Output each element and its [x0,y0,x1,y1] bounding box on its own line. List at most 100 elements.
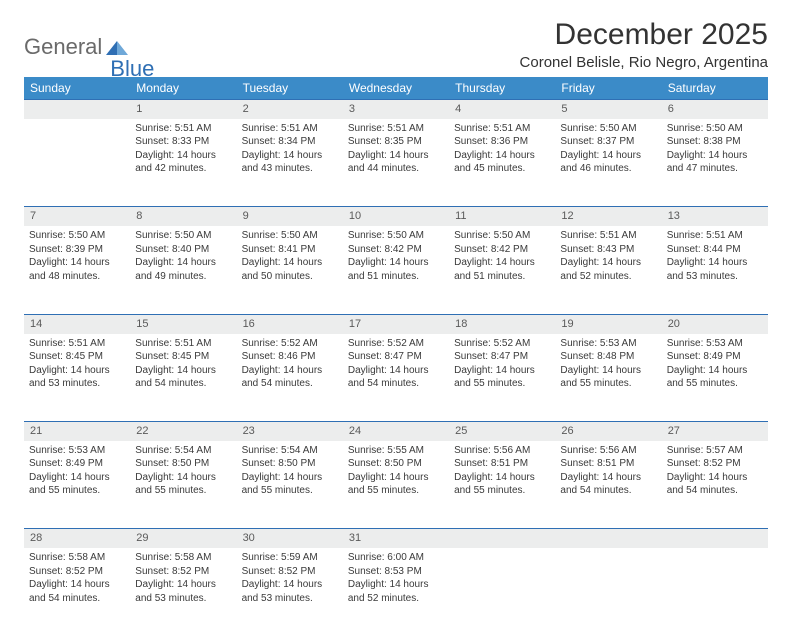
location-text: Coronel Belisle, Rio Negro, Argentina [520,54,768,71]
d2-text: and 55 minutes. [348,484,444,498]
sunset-text: Sunset: 8:49 PM [29,457,125,471]
day-cell: Sunrise: 5:53 AMSunset: 8:49 PMDaylight:… [662,334,768,422]
day-number: 12 [555,207,661,226]
weekday-header: Friday [555,77,661,100]
calendar-table: Sunday Monday Tuesday Wednesday Thursday… [24,77,768,636]
sunrise-text: Sunrise: 5:53 AM [560,337,656,351]
weekday-header: Thursday [449,77,555,100]
d2-text: and 44 minutes. [348,162,444,176]
d1-text: Daylight: 14 hours [135,578,231,592]
d1-text: Daylight: 14 hours [560,256,656,270]
sunrise-text: Sunrise: 6:00 AM [348,551,444,565]
sunset-text: Sunset: 8:47 PM [454,350,550,364]
sunset-text: Sunset: 8:40 PM [135,243,231,257]
day-cell: Sunrise: 5:50 AMSunset: 8:39 PMDaylight:… [24,226,130,314]
day-number: 2 [237,100,343,119]
d2-text: and 51 minutes. [454,270,550,284]
day-cell: Sunrise: 5:56 AMSunset: 8:51 PMDaylight:… [555,441,661,529]
day-number: 19 [555,314,661,333]
sunrise-text: Sunrise: 5:51 AM [560,229,656,243]
day-number: 25 [449,422,555,441]
day-number: 1 [130,100,236,119]
d1-text: Daylight: 14 hours [29,471,125,485]
day-cell: Sunrise: 5:50 AMSunset: 8:40 PMDaylight:… [130,226,236,314]
sunset-text: Sunset: 8:44 PM [667,243,763,257]
sunset-text: Sunset: 8:42 PM [348,243,444,257]
sunrise-text: Sunrise: 5:52 AM [242,337,338,351]
day-cell: Sunrise: 5:54 AMSunset: 8:50 PMDaylight:… [237,441,343,529]
d1-text: Daylight: 14 hours [29,364,125,378]
d1-text: Daylight: 14 hours [348,149,444,163]
day-cell [662,548,768,636]
day-number: 9 [237,207,343,226]
day-cell: Sunrise: 5:50 AMSunset: 8:37 PMDaylight:… [555,119,661,207]
d1-text: Daylight: 14 hours [560,364,656,378]
sunrise-text: Sunrise: 5:51 AM [135,122,231,136]
sunset-text: Sunset: 8:45 PM [135,350,231,364]
d2-text: and 45 minutes. [454,162,550,176]
day-number: 20 [662,314,768,333]
d2-text: and 50 minutes. [242,270,338,284]
sunset-text: Sunset: 8:51 PM [560,457,656,471]
day-cell: Sunrise: 5:51 AMSunset: 8:43 PMDaylight:… [555,226,661,314]
day-number: 3 [343,100,449,119]
day-number [449,529,555,548]
sunrise-text: Sunrise: 5:50 AM [454,229,550,243]
day-cell: Sunrise: 5:56 AMSunset: 8:51 PMDaylight:… [449,441,555,529]
d1-text: Daylight: 14 hours [454,364,550,378]
d2-text: and 53 minutes. [135,592,231,606]
d2-text: and 55 minutes. [242,484,338,498]
d2-text: and 55 minutes. [454,377,550,391]
logo-word2: Blue [110,56,154,82]
sunrise-text: Sunrise: 5:51 AM [242,122,338,136]
sunrise-text: Sunrise: 5:54 AM [242,444,338,458]
sunrise-text: Sunrise: 5:51 AM [667,229,763,243]
day-number: 14 [24,314,130,333]
d2-text: and 52 minutes. [560,270,656,284]
logo-word1: General [24,34,102,60]
day-cell: Sunrise: 5:51 AMSunset: 8:36 PMDaylight:… [449,119,555,207]
sunrise-text: Sunrise: 5:52 AM [454,337,550,351]
day-number: 29 [130,529,236,548]
d1-text: Daylight: 14 hours [242,364,338,378]
d2-text: and 53 minutes. [667,270,763,284]
day-cell: Sunrise: 5:53 AMSunset: 8:48 PMDaylight:… [555,334,661,422]
sunset-text: Sunset: 8:34 PM [242,135,338,149]
d2-text: and 49 minutes. [135,270,231,284]
sunset-text: Sunset: 8:42 PM [454,243,550,257]
d2-text: and 46 minutes. [560,162,656,176]
day-number: 13 [662,207,768,226]
sunrise-text: Sunrise: 5:50 AM [667,122,763,136]
d2-text: and 47 minutes. [667,162,763,176]
sunset-text: Sunset: 8:52 PM [29,565,125,579]
title-block: December 2025 Coronel Belisle, Rio Negro… [520,18,768,71]
day-cell: Sunrise: 5:50 AMSunset: 8:42 PMDaylight:… [449,226,555,314]
sunset-text: Sunset: 8:35 PM [348,135,444,149]
day-number: 8 [130,207,236,226]
sunset-text: Sunset: 8:53 PM [348,565,444,579]
sunset-text: Sunset: 8:47 PM [348,350,444,364]
week-row: Sunrise: 5:53 AMSunset: 8:49 PMDaylight:… [24,441,768,529]
sunset-text: Sunset: 8:39 PM [29,243,125,257]
day-number: 10 [343,207,449,226]
sunset-text: Sunset: 8:51 PM [454,457,550,471]
sunset-text: Sunset: 8:50 PM [242,457,338,471]
logo: General Blue [24,18,154,70]
day-cell: Sunrise: 5:53 AMSunset: 8:49 PMDaylight:… [24,441,130,529]
d1-text: Daylight: 14 hours [242,149,338,163]
sunset-text: Sunset: 8:52 PM [242,565,338,579]
sunset-text: Sunset: 8:49 PM [667,350,763,364]
day-cell: Sunrise: 5:51 AMSunset: 8:45 PMDaylight:… [130,334,236,422]
sunrise-text: Sunrise: 5:56 AM [560,444,656,458]
day-cell: Sunrise: 5:54 AMSunset: 8:50 PMDaylight:… [130,441,236,529]
day-number-row: 14151617181920 [24,314,768,333]
week-row: Sunrise: 5:51 AMSunset: 8:45 PMDaylight:… [24,334,768,422]
week-row: Sunrise: 5:58 AMSunset: 8:52 PMDaylight:… [24,548,768,636]
week-row: Sunrise: 5:51 AMSunset: 8:33 PMDaylight:… [24,119,768,207]
day-number: 11 [449,207,555,226]
day-cell: Sunrise: 5:51 AMSunset: 8:33 PMDaylight:… [130,119,236,207]
sunrise-text: Sunrise: 5:51 AM [454,122,550,136]
d1-text: Daylight: 14 hours [135,471,231,485]
day-number: 17 [343,314,449,333]
day-number: 26 [555,422,661,441]
